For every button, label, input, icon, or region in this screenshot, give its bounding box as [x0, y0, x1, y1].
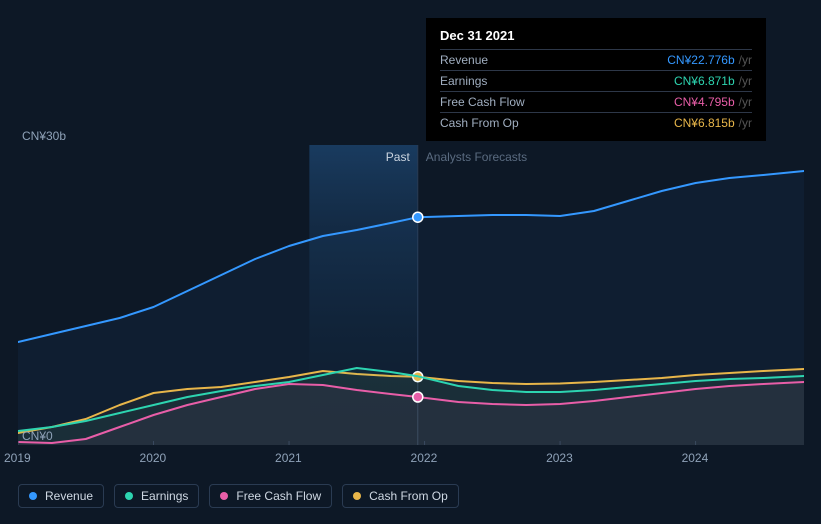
tooltip-row-unit: /yr [739, 116, 752, 130]
y-axis-label: CN¥30b [22, 129, 66, 143]
tooltip-row-value: CN¥6.871b [674, 74, 735, 88]
tooltip-row-label: Revenue [440, 53, 488, 67]
plot-area [18, 145, 804, 445]
tooltip-row-value: CN¥22.776b [667, 53, 734, 67]
legend-dot-icon [125, 492, 133, 500]
legend-item[interactable]: Cash From Op [342, 484, 459, 508]
x-axis-label: 2024 [682, 451, 709, 465]
x-axis-label: 2021 [275, 451, 302, 465]
legend-item[interactable]: Revenue [18, 484, 104, 508]
legend-item-label: Cash From Op [369, 489, 448, 503]
y-axis-label: CN¥0 [22, 429, 53, 443]
forecast-region-label: Analysts Forecasts [426, 150, 527, 164]
x-axis-label: 2023 [546, 451, 573, 465]
tooltip-row-value: CN¥6.815b [674, 116, 735, 130]
series-marker [413, 392, 423, 402]
legend-dot-icon [353, 492, 361, 500]
tooltip-row-label: Free Cash Flow [440, 95, 525, 109]
x-axis-label: 2019 [4, 451, 31, 465]
tooltip-row: Earnings CN¥6.871b/yr [440, 70, 752, 91]
tooltip-date: Dec 31 2021 [440, 28, 752, 43]
tooltip-row-value: CN¥4.795b [674, 95, 735, 109]
legend-item-label: Free Cash Flow [236, 489, 321, 503]
x-axis-label: 2022 [411, 451, 438, 465]
legend-item[interactable]: Earnings [114, 484, 199, 508]
legend: Revenue Earnings Free Cash Flow Cash From O… [18, 484, 459, 508]
legend-item[interactable]: Free Cash Flow [209, 484, 332, 508]
x-axis-label: 2020 [140, 451, 167, 465]
tooltip-row: Revenue CN¥22.776b/yr [440, 49, 752, 70]
legend-item-label: Revenue [45, 489, 93, 503]
legend-item-label: Earnings [141, 489, 188, 503]
legend-dot-icon [220, 492, 228, 500]
tooltip-row-unit: /yr [739, 95, 752, 109]
tooltip-row-unit: /yr [739, 74, 752, 88]
tooltip-row-label: Earnings [440, 74, 487, 88]
series-marker [413, 212, 423, 222]
tooltip-row-unit: /yr [739, 53, 752, 67]
tooltip-row: Cash From Op CN¥6.815b/yr [440, 112, 752, 133]
legend-dot-icon [29, 492, 37, 500]
chart-tooltip: Dec 31 2021 RevenueCN¥22.776b/yrEarnings… [426, 18, 766, 141]
financials-chart: Dec 31 2021 RevenueCN¥22.776b/yrEarnings… [0, 0, 821, 524]
tooltip-row: Free Cash Flow CN¥4.795b/yr [440, 91, 752, 112]
tooltip-row-label: Cash From Op [440, 116, 519, 130]
past-region-label: Past [386, 150, 410, 164]
